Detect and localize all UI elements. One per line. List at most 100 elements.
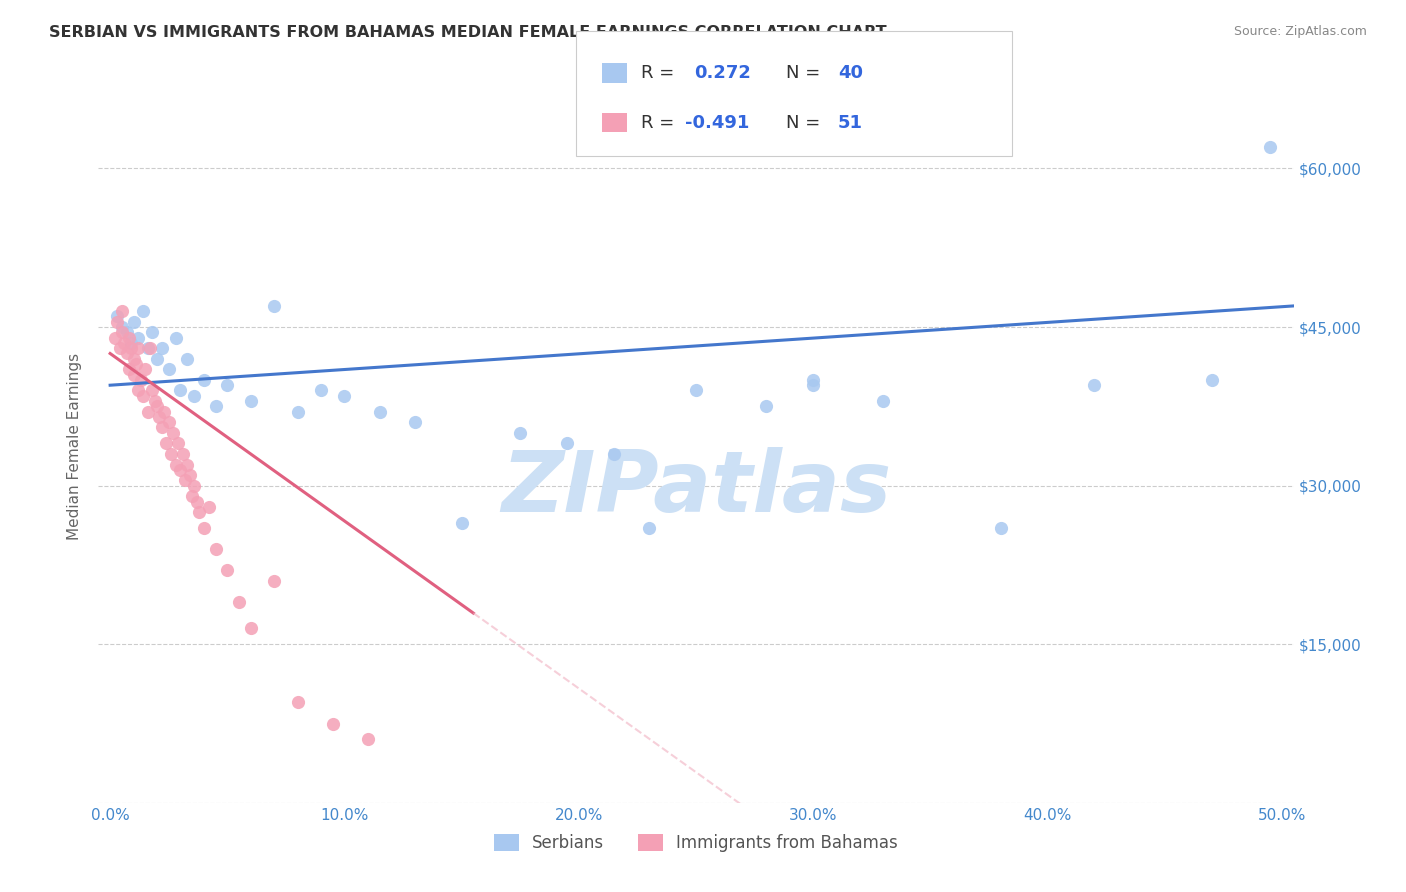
Point (188, 505, 211, 519)
Point (122, 351, 145, 366)
Point (111, 326, 134, 340)
Point (197, 500, 219, 514)
Point (228, 595, 250, 609)
Point (450, 516, 472, 530)
Point (157, 362, 180, 376)
Point (150, 420, 173, 434)
Point (357, 732, 380, 747)
Legend: Serbians, Immigrants from Bahamas: Serbians, Immigrants from Bahamas (488, 827, 904, 859)
Point (287, 404, 309, 418)
Point (183, 389, 205, 403)
Point (217, 563, 239, 577)
Point (239, 394, 262, 409)
Text: 40: 40 (838, 64, 863, 82)
Point (132, 389, 155, 403)
Point (186, 494, 208, 508)
Text: N =: N = (786, 113, 820, 132)
Point (204, 400, 226, 414)
Point (172, 447, 194, 461)
Point (141, 384, 163, 398)
Point (162, 425, 184, 440)
Point (555, 436, 578, 450)
Point (134, 362, 156, 376)
Point (217, 378, 239, 392)
Point (872, 394, 894, 409)
Point (108, 341, 131, 355)
Point (165, 458, 187, 472)
Point (125, 357, 148, 371)
Text: ZIPatlas: ZIPatlas (501, 447, 891, 531)
Point (105, 315, 128, 329)
Point (1083, 378, 1105, 392)
Point (155, 436, 177, 450)
Point (193, 373, 215, 387)
Point (160, 447, 183, 461)
Point (638, 521, 661, 535)
Point (287, 695, 309, 709)
Point (104, 331, 127, 345)
Point (801, 373, 824, 387)
Point (368, 404, 391, 418)
Point (146, 351, 169, 366)
Point (146, 400, 169, 414)
Point (143, 394, 166, 409)
Point (136, 404, 159, 418)
Text: -0.491: -0.491 (685, 113, 749, 132)
Point (685, 384, 707, 398)
Point (169, 384, 191, 398)
Text: N =: N = (786, 64, 820, 82)
Point (127, 331, 149, 345)
Point (150, 341, 173, 355)
Point (263, 574, 285, 588)
Point (122, 315, 145, 329)
Point (122, 368, 145, 382)
Point (603, 447, 626, 461)
Point (404, 415, 426, 429)
Text: Source: ZipAtlas.com: Source: ZipAtlas.com (1233, 25, 1367, 38)
Point (118, 362, 141, 376)
Point (176, 351, 198, 366)
Point (1201, 373, 1223, 387)
Point (136, 341, 159, 355)
Point (990, 521, 1012, 535)
Text: R =: R = (641, 113, 675, 132)
Point (193, 521, 215, 535)
Point (169, 463, 191, 477)
Point (167, 436, 190, 450)
Point (153, 404, 176, 418)
Point (165, 331, 187, 345)
Point (105, 310, 128, 324)
Point (174, 474, 197, 488)
Text: 0.272: 0.272 (695, 64, 751, 82)
Point (179, 468, 201, 483)
Point (509, 425, 531, 440)
Point (120, 341, 142, 355)
Point (127, 341, 149, 355)
Point (129, 373, 152, 387)
Point (115, 326, 138, 340)
Point (239, 621, 262, 635)
Point (157, 415, 180, 429)
Text: SERBIAN VS IMMIGRANTS FROM BAHAMAS MEDIAN FEMALE EARNINGS CORRELATION CHART: SERBIAN VS IMMIGRANTS FROM BAHAMAS MEDIA… (49, 25, 887, 40)
Y-axis label: Median Female Earnings: Median Female Earnings (67, 352, 83, 540)
Point (309, 384, 332, 398)
Text: R =: R = (641, 64, 675, 82)
Point (322, 716, 344, 731)
Point (333, 389, 356, 403)
Point (127, 384, 149, 398)
Point (801, 378, 824, 392)
Point (1258, 140, 1281, 154)
Point (111, 304, 134, 318)
Text: 51: 51 (838, 113, 863, 132)
Point (263, 299, 285, 313)
Point (112, 335, 135, 350)
Point (204, 542, 226, 557)
Point (120, 335, 142, 350)
Point (183, 478, 205, 492)
Point (139, 341, 162, 355)
Point (118, 331, 141, 345)
Point (148, 409, 170, 424)
Point (115, 346, 138, 360)
Point (176, 458, 198, 472)
Point (132, 304, 155, 318)
